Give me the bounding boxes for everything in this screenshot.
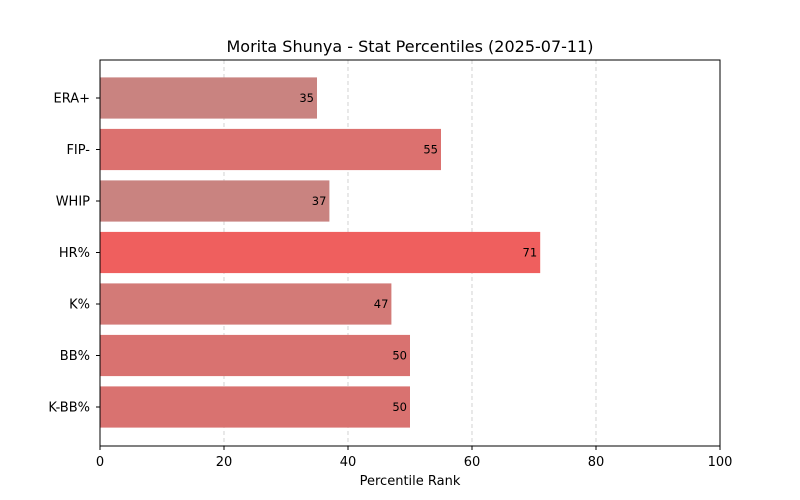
- y-axis-ticks: ERA+ FIP- WHIP HR% K% BB% K-BB%: [48, 92, 100, 416]
- bar-value-label: 55: [423, 143, 438, 157]
- bar-value-label: 37: [312, 194, 327, 208]
- bar: [100, 180, 330, 222]
- bars: [100, 77, 541, 428]
- x-tick-label: 100: [708, 455, 733, 470]
- x-tick-label: 20: [216, 455, 233, 470]
- bar: [100, 386, 410, 428]
- bar-value-label: 71: [523, 246, 538, 260]
- bar: [100, 77, 317, 119]
- y-tick-label: K%: [69, 298, 90, 313]
- bar: [100, 231, 541, 274]
- bar-value-label: 35: [299, 91, 314, 105]
- x-tick-label: 40: [340, 455, 357, 470]
- x-tick-label: 80: [588, 455, 605, 470]
- bar-value-label: 47: [374, 297, 389, 311]
- bar-value-label: 50: [392, 400, 407, 414]
- chart-title: Morita Shunya - Stat Percentiles (2025-0…: [227, 37, 594, 56]
- y-tick-label: BB%: [60, 349, 90, 364]
- y-tick-label: FIP-: [66, 143, 90, 158]
- y-tick-label: K-BB%: [48, 401, 90, 416]
- x-axis-label: Percentile Rank: [360, 474, 461, 489]
- x-tick-label: 60: [464, 455, 481, 470]
- y-tick-label: ERA+: [53, 92, 90, 107]
- bar-value-label: 50: [392, 349, 407, 363]
- bar: [100, 283, 392, 325]
- y-tick-label: WHIP: [56, 195, 90, 210]
- x-tick-label: 0: [96, 455, 104, 470]
- x-axis-ticks: 0 20 40 60 80 100: [96, 446, 733, 470]
- bar-value-labels: 35 55 37 71 47 50 50: [299, 91, 537, 414]
- y-tick-label: HR%: [59, 246, 90, 261]
- bar: [100, 128, 441, 171]
- bar: [100, 334, 410, 377]
